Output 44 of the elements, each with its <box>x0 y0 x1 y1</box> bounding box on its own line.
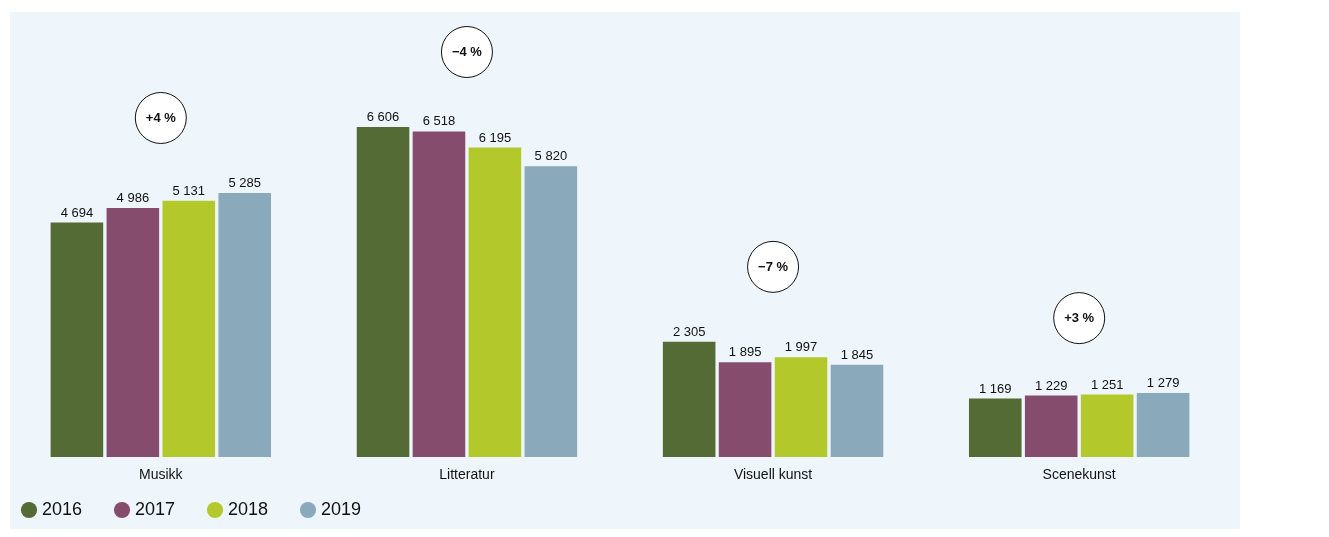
data-label: 2 305 <box>672 323 706 339</box>
data-label: 5 285 <box>228 174 261 190</box>
annotation: −7 % <box>758 258 789 274</box>
data-label: 1 279 <box>1146 375 1180 391</box>
bar <box>1080 394 1134 457</box>
data-label: 1 169 <box>979 380 1012 396</box>
x-tick-label: Musikk <box>139 465 184 482</box>
bar <box>162 200 216 457</box>
annotation: +3 % <box>1064 310 1095 326</box>
legend-label: 2016 <box>42 499 83 519</box>
bar <box>524 166 578 457</box>
legend-label: 2017 <box>135 499 176 519</box>
bar <box>662 341 716 457</box>
data-label: 4 986 <box>116 189 150 205</box>
data-label: 1 997 <box>784 339 818 355</box>
text: −4 % <box>451 44 483 59</box>
bar <box>356 127 410 457</box>
text: +4 % <box>145 109 177 125</box>
x-tick-label: Visuell kunst <box>733 465 813 482</box>
bar <box>1024 395 1078 457</box>
legend-label: 2019 <box>321 499 362 519</box>
bar <box>774 357 828 457</box>
bar <box>412 131 466 457</box>
x-tick-label: Litteratur <box>439 465 495 482</box>
legend-label: 2018 <box>228 499 269 519</box>
data-label: 1 251 <box>1090 376 1124 392</box>
data-label: 1 845 <box>840 346 874 362</box>
bar <box>218 192 272 457</box>
bar <box>968 398 1022 457</box>
data-label: 1 229 <box>1034 377 1068 393</box>
x-tick-label: Scenekunst <box>1042 465 1116 482</box>
bar <box>718 362 772 457</box>
data-label: 4 694 <box>60 204 94 220</box>
bar <box>468 147 522 457</box>
bar <box>1136 393 1190 457</box>
data-label: 6 518 <box>422 113 456 129</box>
bar <box>50 222 104 457</box>
data-label: 6 195 <box>478 129 512 145</box>
data-label: 1 895 <box>728 344 762 360</box>
data-label: 5 820 <box>534 148 568 164</box>
data-label: 6 606 <box>366 109 400 124</box>
data-label: 5 131 <box>172 182 206 198</box>
bar <box>830 364 884 457</box>
bar <box>106 207 160 457</box>
